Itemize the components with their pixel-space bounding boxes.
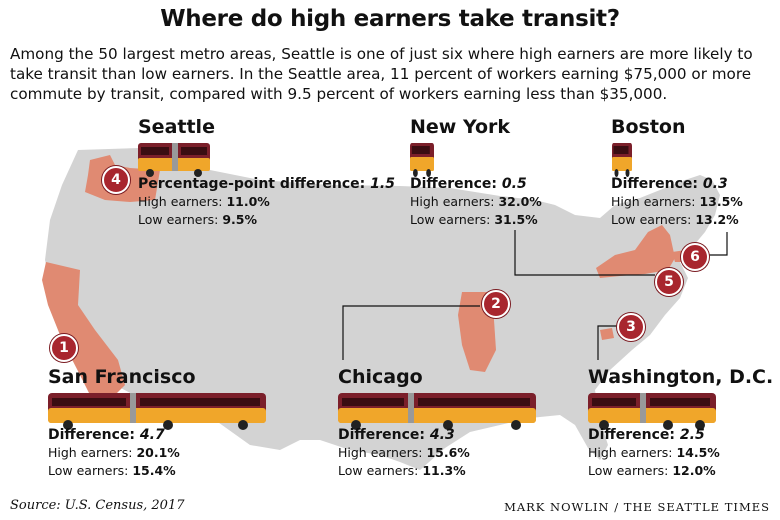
stats-chicago: Difference: 4.3 High earners: 15.6% Low … bbox=[338, 426, 470, 480]
low-value: 13.2% bbox=[695, 212, 739, 227]
low-label: Low earners: bbox=[611, 212, 692, 227]
leader-ny bbox=[514, 230, 655, 276]
credit-line: MARK NOWLIN / THE SEATTLE TIMES bbox=[504, 500, 770, 514]
high-value: 20.1% bbox=[136, 445, 180, 460]
bus-boston-icon bbox=[612, 143, 632, 177]
high-value: 13.5% bbox=[699, 194, 743, 209]
rank-badge-newyork: 5 bbox=[655, 268, 683, 296]
leader-chicago bbox=[342, 305, 480, 360]
stats-seattle: Percentage-point difference: 1.5 High ea… bbox=[138, 175, 395, 229]
bus-sanfrancisco-icon bbox=[48, 393, 266, 430]
rank-badge-boston: 6 bbox=[681, 243, 709, 271]
diff-value: 4.3 bbox=[429, 427, 455, 443]
low-value: 11.3% bbox=[422, 463, 466, 478]
diff-label: Difference: bbox=[410, 176, 498, 192]
us-silhouette bbox=[45, 148, 720, 470]
diff-value: 2.5 bbox=[679, 427, 705, 443]
high-value: 14.5% bbox=[676, 445, 720, 460]
diff-value: 4.7 bbox=[139, 427, 165, 443]
bus-seattle-icon bbox=[138, 143, 210, 177]
page-title: Where do high earners take transit? bbox=[160, 6, 620, 32]
state-california bbox=[42, 262, 125, 400]
state-new-york bbox=[596, 225, 675, 278]
high-label: High earners: bbox=[410, 194, 495, 209]
low-label: Low earners: bbox=[138, 212, 219, 227]
low-label: Low earners: bbox=[588, 463, 669, 478]
diff-label: Percentage-point difference: bbox=[138, 176, 366, 192]
diff-label: Difference: bbox=[48, 427, 136, 443]
high-value: 11.0% bbox=[226, 194, 270, 209]
subtitle: Among the 50 largest metro areas, Seattl… bbox=[10, 45, 753, 103]
diff-label: Difference: bbox=[338, 427, 426, 443]
bus-newyork-icon bbox=[410, 143, 434, 177]
high-label: High earners: bbox=[48, 445, 133, 460]
stats-dc: Difference: 2.5 High earners: 14.5% Low … bbox=[588, 426, 720, 480]
bus-chicago-icon bbox=[338, 393, 536, 430]
state-dc-area bbox=[600, 328, 614, 340]
high-label: High earners: bbox=[138, 194, 223, 209]
leader-boston bbox=[706, 232, 728, 256]
leader-dc bbox=[597, 325, 618, 360]
low-value: 12.0% bbox=[672, 463, 716, 478]
low-label: Low earners: bbox=[48, 463, 129, 478]
diff-label: Difference: bbox=[611, 176, 699, 192]
stats-boston: Difference: 0.3 High earners: 13.5% Low … bbox=[611, 175, 743, 229]
diff-value: 1.5 bbox=[370, 176, 395, 192]
city-name-seattle: Seattle bbox=[138, 116, 215, 138]
low-value: 31.5% bbox=[494, 212, 538, 227]
high-value: 15.6% bbox=[426, 445, 470, 460]
high-value: 32.0% bbox=[498, 194, 542, 209]
city-name-boston: Boston bbox=[611, 116, 686, 138]
low-value: 15.4% bbox=[132, 463, 176, 478]
source-note: Source: U.S. Census, 2017 bbox=[10, 498, 185, 513]
bus-dc-icon bbox=[588, 393, 716, 430]
city-name-newyork: New York bbox=[410, 116, 511, 138]
diff-value: 0.5 bbox=[501, 176, 527, 192]
diff-value: 0.3 bbox=[702, 176, 728, 192]
city-name-chicago: Chicago bbox=[338, 366, 423, 388]
diff-label: Difference: bbox=[588, 427, 676, 443]
low-label: Low earners: bbox=[338, 463, 419, 478]
rank-badge-chicago: 2 bbox=[482, 290, 510, 318]
rank-badge-dc: 3 bbox=[617, 313, 645, 341]
high-label: High earners: bbox=[588, 445, 673, 460]
high-label: High earners: bbox=[338, 445, 423, 460]
low-value: 9.5% bbox=[222, 212, 257, 227]
city-name-dc: Washington, D.C. bbox=[588, 366, 774, 388]
rank-badge-sanfrancisco: 1 bbox=[50, 334, 78, 362]
high-label: High earners: bbox=[611, 194, 696, 209]
city-name-sanfrancisco: San Francisco bbox=[48, 366, 196, 388]
stats-newyork: Difference: 0.5 High earners: 32.0% Low … bbox=[410, 175, 542, 229]
rank-badge-seattle: 4 bbox=[102, 166, 130, 194]
low-label: Low earners: bbox=[410, 212, 491, 227]
stats-sanfrancisco: Difference: 4.7 High earners: 20.1% Low … bbox=[48, 426, 180, 480]
